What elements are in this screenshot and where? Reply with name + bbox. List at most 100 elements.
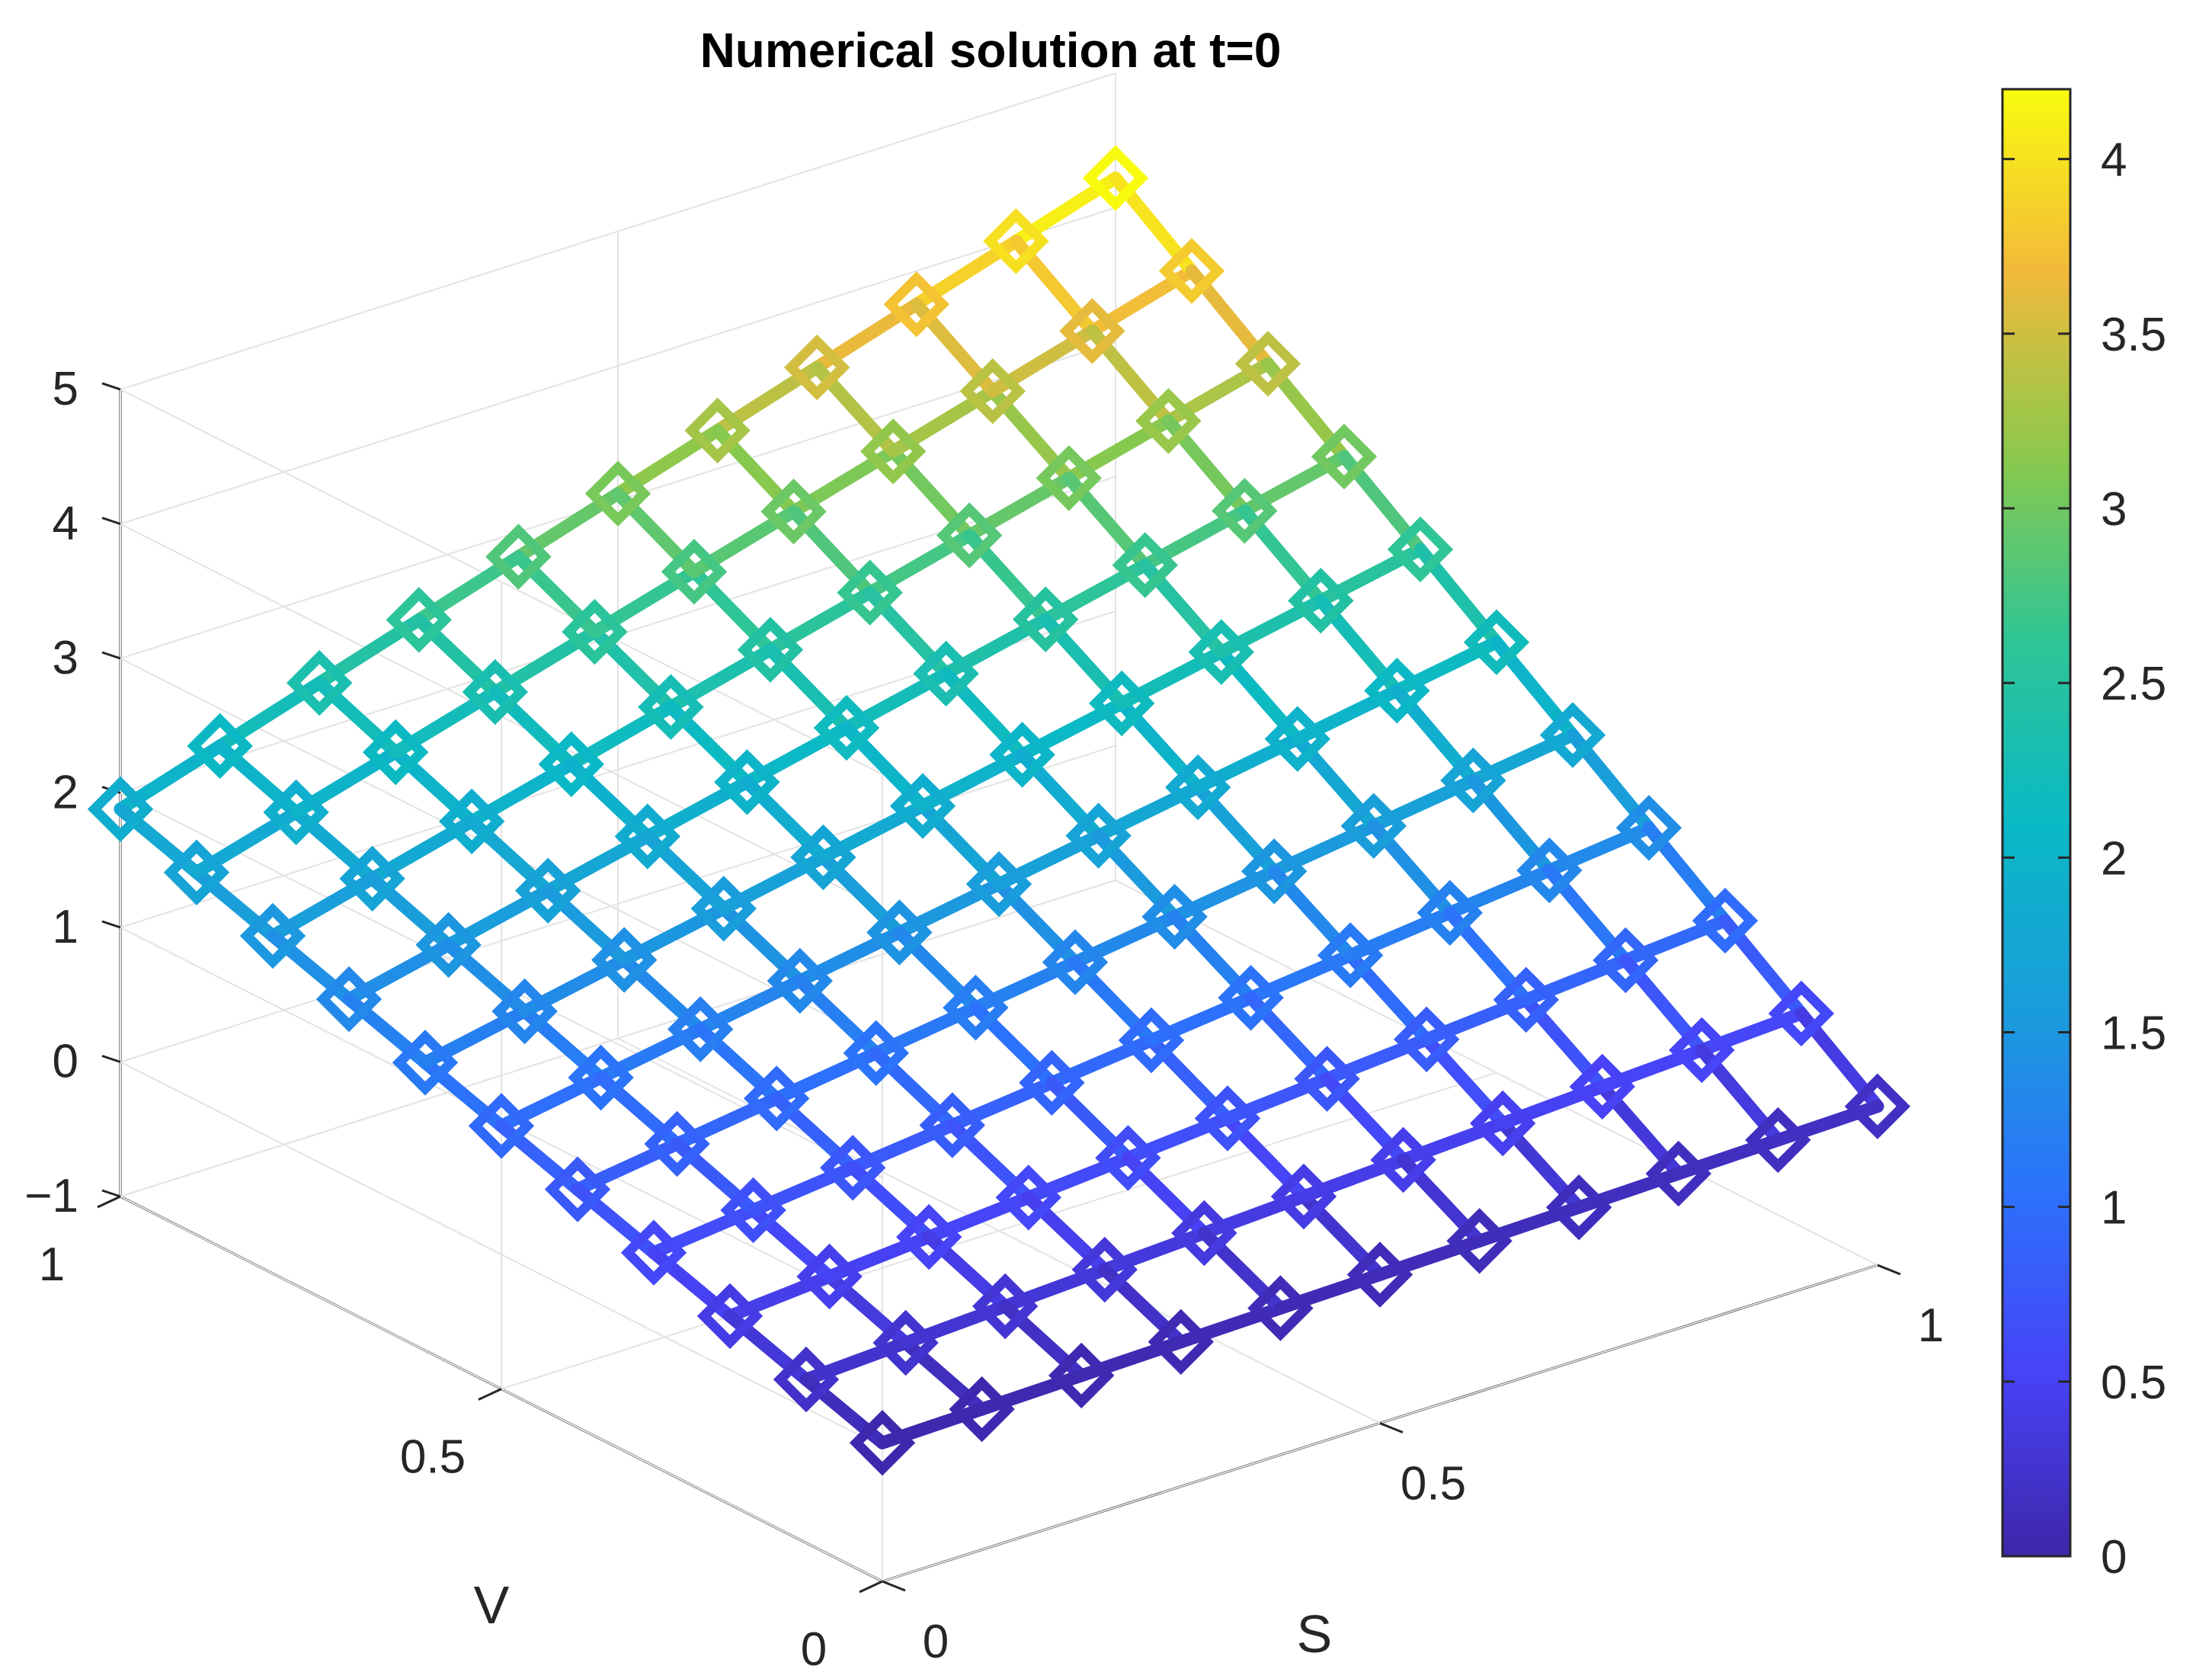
x-tick-label: 0.5 — [1401, 1458, 1466, 1510]
data-point-marker — [661, 539, 728, 605]
data-point-marker — [468, 1093, 535, 1159]
data-point-marker — [1340, 793, 1407, 859]
data-point-marker — [263, 779, 329, 846]
data-point-marker — [983, 208, 1049, 274]
data-point-marker — [392, 1030, 459, 1096]
z-tick-label: −1 — [24, 1170, 78, 1222]
data-point-marker — [1645, 1140, 1711, 1207]
data-point-marker — [644, 1110, 710, 1177]
data-point-marker — [1013, 586, 1079, 652]
data-point-marker — [889, 773, 956, 839]
data-point-marker — [1082, 145, 1149, 211]
data-point-marker — [515, 857, 581, 924]
data-point-marker — [1065, 802, 1132, 869]
data-point-marker — [1019, 1049, 1085, 1116]
data-point-marker — [1135, 388, 1202, 454]
data-point-marker — [744, 1065, 810, 1132]
z-tick-label: 1 — [53, 901, 78, 953]
data-point-marker — [843, 1020, 909, 1086]
data-point-marker — [439, 788, 505, 854]
colorbar-tick-label: 3 — [2101, 483, 2127, 536]
data-point-marker — [1539, 702, 1606, 768]
data-point-marker — [1095, 1125, 1161, 1191]
data-point-marker — [860, 418, 927, 485]
data-point-marker — [1158, 238, 1225, 304]
data-point-marker — [1241, 838, 1308, 905]
data-point-marker — [1364, 658, 1430, 724]
data-point-marker — [1768, 980, 1835, 1047]
data-point-marker — [1264, 706, 1330, 772]
data-point-marker — [1387, 516, 1454, 583]
data-point-marker — [1089, 670, 1155, 737]
surface-mesh — [87, 145, 1911, 1476]
z-tick-mark — [101, 1189, 121, 1198]
data-point-marker — [386, 587, 452, 653]
z-tick-label: 0 — [53, 1036, 78, 1088]
z-tick-label: 5 — [53, 363, 78, 415]
data-point-marker — [339, 845, 405, 912]
z-tick-mark — [101, 920, 121, 929]
y-tick-label: 0.5 — [400, 1431, 466, 1484]
x-tick-label: 0 — [923, 1616, 949, 1668]
data-point-marker — [714, 749, 780, 815]
data-point-marker — [936, 502, 1003, 569]
data-point-marker — [883, 271, 949, 338]
z-tick-label: 2 — [53, 767, 78, 819]
y-tick-mark — [859, 1580, 883, 1594]
data-point-marker — [1294, 1046, 1360, 1112]
colorbar-tick-label: 4 — [2101, 134, 2127, 187]
data-point-marker — [1270, 1163, 1337, 1230]
data-point-marker — [1188, 619, 1254, 685]
z-tick-label: 4 — [53, 498, 78, 550]
y-tick-mark — [478, 1388, 502, 1401]
data-point-marker — [760, 479, 827, 545]
data-point-marker — [87, 776, 154, 842]
data-point-marker — [784, 334, 850, 401]
data-point-marker — [1593, 927, 1659, 994]
data-point-marker — [1218, 965, 1284, 1031]
colorbar-tick-label: 0 — [2101, 1531, 2127, 1584]
grid-line-s — [617, 1037, 1381, 1424]
data-point-marker — [485, 524, 552, 590]
data-point-marker — [614, 803, 680, 870]
colorbar — [2001, 88, 2072, 1558]
y-axis-label: V — [474, 1575, 510, 1635]
data-point-marker — [1141, 883, 1208, 950]
data-point-marker — [1036, 445, 1102, 511]
colorbar-ticks: 0 0.5 1 1.5 2 2.5 3 3.5 4 — [2002, 134, 2166, 1584]
data-point-marker — [837, 559, 903, 626]
data-point-marker — [667, 996, 734, 1062]
colorbar-tick-label: 1 — [2101, 1182, 2127, 1235]
data-point-marker — [1234, 331, 1301, 397]
data-point-marker — [187, 713, 253, 780]
data-point-marker — [239, 902, 306, 969]
data-point-marker — [1048, 1342, 1115, 1409]
data-point-marker — [965, 851, 1032, 918]
z-tick-label: 3 — [53, 632, 78, 684]
x-tick-mark — [882, 1580, 906, 1592]
data-point-marker — [972, 1273, 1039, 1340]
data-point-marker — [591, 927, 658, 993]
data-point-marker — [1165, 754, 1231, 821]
z-tick-mark — [101, 517, 121, 525]
data-point-marker — [1171, 1200, 1237, 1267]
data-point-marker — [796, 1243, 863, 1310]
data-point-marker — [1446, 1208, 1513, 1274]
data-point-marker — [767, 947, 833, 1014]
colorbar-tick-label: 2 — [2101, 832, 2127, 885]
data-point-marker — [913, 640, 979, 707]
data-point-marker — [1615, 795, 1682, 861]
data-point-marker — [849, 1410, 916, 1476]
x-tick-mark — [1379, 1422, 1404, 1434]
data-point-marker — [1112, 532, 1178, 598]
data-point-marker — [568, 1044, 634, 1111]
data-point-marker — [737, 617, 804, 683]
data-point-marker — [995, 1164, 1061, 1231]
grid-lines — [120, 72, 1878, 1582]
data-point-marker — [1212, 478, 1278, 544]
data-point-marker — [959, 358, 1026, 424]
data-point-marker — [1059, 298, 1125, 364]
data-point-marker — [1440, 747, 1506, 814]
data-point-marker — [1569, 1053, 1635, 1120]
data-point-marker — [1546, 1174, 1612, 1241]
